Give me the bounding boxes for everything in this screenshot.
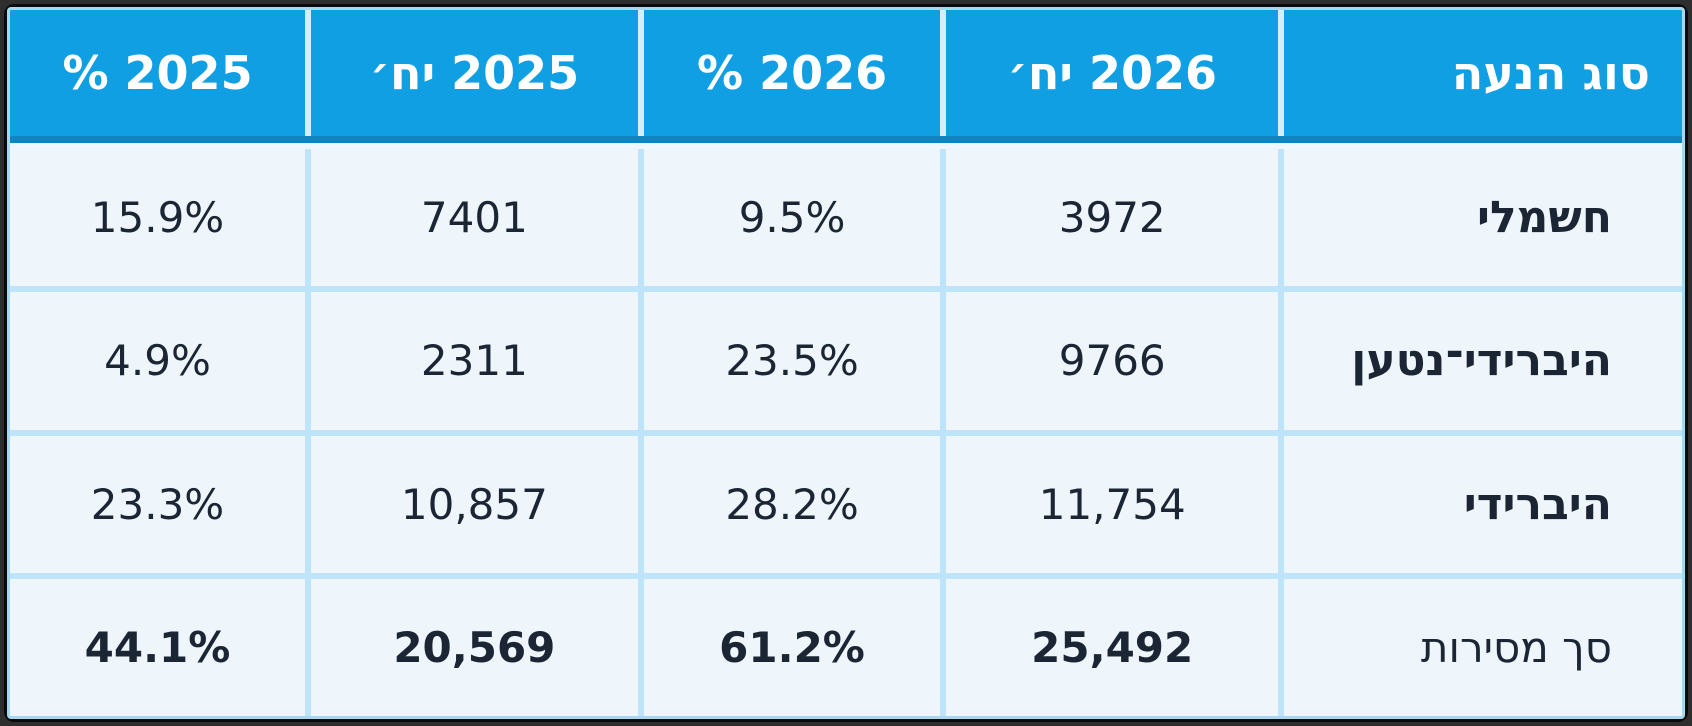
row-label-cell: היברידי: [1463, 478, 1612, 530]
table-row: היברידי 11,754 28.2% 10,857 23.3%: [10, 429, 1682, 573]
value-cell: 61.2%: [644, 578, 947, 716]
value-cell: 7401: [311, 149, 644, 287]
table-frame: סוג הנעה 2026 יח׳ 2026 % 2025 יח׳ 2025 %…: [4, 4, 1688, 722]
column-header-propulsion-type: סוג הנעה: [1451, 46, 1650, 100]
value-cell: 23.3%: [10, 435, 311, 573]
value-cell: 9.5%: [644, 149, 947, 287]
table-header-row: סוג הנעה 2026 יח׳ 2026 % 2025 יח׳ 2025 %: [10, 10, 1682, 143]
value-cell: 10,857: [311, 435, 644, 573]
value-cell: 9766: [946, 292, 1285, 430]
value-cell: 2311: [311, 292, 644, 430]
column-header-pct-2026: 2026 %: [644, 10, 947, 136]
value-cell: 20,569: [311, 578, 644, 716]
column-header-pct-2025: 2025 %: [10, 10, 311, 136]
value-cell: 25,492: [946, 578, 1285, 716]
column-header-units-2026: 2026 יח׳: [946, 10, 1285, 136]
value-cell: 28.2%: [644, 435, 947, 573]
value-cell: 23.5%: [644, 292, 947, 430]
value-cell: 15.9%: [10, 149, 311, 287]
table-row: חשמלי 3972 9.5% 7401 15.9%: [10, 143, 1682, 287]
value-cell: 3972: [946, 149, 1285, 287]
table-row: היברידי־נטען 9766 23.5% 2311 4.9%: [10, 286, 1682, 430]
deliveries-table: סוג הנעה 2026 יח׳ 2026 % 2025 יח׳ 2025 %…: [7, 7, 1685, 719]
row-label-cell: היברידי־נטען: [1351, 335, 1612, 387]
row-label-cell: חשמלי: [1476, 192, 1612, 244]
value-cell: 11,754: [946, 435, 1285, 573]
table-total-row: סך מסירות 25,492 61.2% 20,569 44.1%: [10, 572, 1682, 716]
column-header-units-2025: 2025 יח׳: [311, 10, 644, 136]
value-cell: 4.9%: [10, 292, 311, 430]
value-cell: 44.1%: [10, 578, 311, 716]
row-label-cell: סך מסירות: [1420, 622, 1612, 672]
